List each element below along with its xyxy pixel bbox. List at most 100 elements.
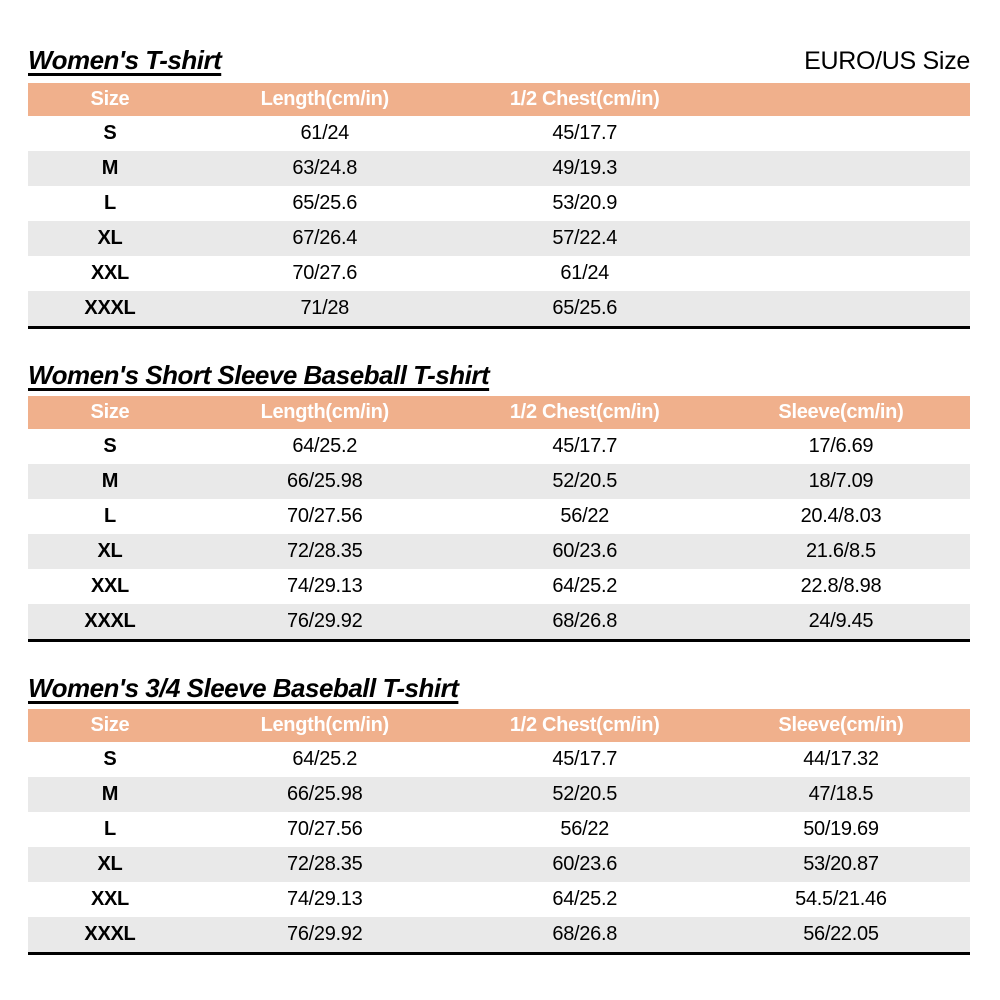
size-cell: XL [97,540,123,563]
length-cell: 63/24.8 [292,157,358,180]
sleeve-cell: 44/17.32 [803,748,879,771]
table-row: XL 72/28.35 60/23.6 21.6/8.5 [28,534,970,570]
chest-cell: 64/25.2 [552,575,618,598]
column-header-chest: 1/2 Chest(cm/in) [457,709,712,743]
column-header-length: Length(cm/in) [191,709,458,743]
table-row: XXXL 76/29.92 68/26.8 24/9.45 [28,604,970,641]
empty-cell [712,116,970,151]
chest-cell: 64/25.2 [552,888,618,911]
table-row: M 63/24.8 49/19.3 [28,151,970,187]
column-header-empty [711,83,970,117]
table-row: S 64/25.2 45/17.7 44/17.32 [28,742,970,777]
size-cell: XXL [90,888,129,911]
sleeve-cell: 50/19.69 [803,818,879,841]
size-cell: L [103,192,116,215]
length-cell: 61/24 [300,122,349,145]
sleeve-cell: 18/7.09 [808,470,874,493]
length-cell: 72/28.35 [287,853,363,876]
sleeve-cell: 56/22.05 [803,923,879,946]
section-womens-tshirt: Women's T-shirt EURO/US Size Size Length… [28,45,970,330]
sleeve-cell: 54.5/21.46 [795,888,887,911]
section-header: Women's T-shirt EURO/US Size [28,45,970,75]
size-cell: M [101,783,119,806]
length-cell: 74/29.13 [287,575,363,598]
size-cell: XL [97,227,123,250]
column-header-size: Size [28,709,192,743]
chest-cell: 65/25.6 [552,297,618,320]
chest-cell: 60/23.6 [552,540,618,563]
header-row: Size Length(cm/in) 1/2 Chest(cm/in) [28,83,970,117]
chest-cell: 45/17.7 [552,435,618,458]
table-row: L 70/27.56 56/22 20.4/8.03 [28,499,970,534]
size-cell: L [103,505,116,528]
size-cell: XXXL [84,923,136,946]
table-row: XXL 74/29.13 64/25.2 22.8/8.98 [28,569,970,604]
header-row: Size Length(cm/in) 1/2 Chest(cm/in) Slee… [28,709,970,743]
empty-cell [712,291,970,328]
length-cell: 76/29.92 [287,923,363,946]
length-cell: 71/28 [300,297,349,320]
length-cell: 66/25.98 [287,470,363,493]
section-title: Women's Short Sleeve Baseball T-shirt [28,360,490,391]
column-header-size: Size [28,396,192,430]
chest-cell: 45/17.7 [552,122,618,145]
section-title: Women's 3/4 Sleeve Baseball T-shirt [28,673,459,704]
column-header-size: Size [28,83,192,117]
section-womens-short-sleeve-baseball-tshirt: Women's Short Sleeve Baseball T-shirt Si… [28,360,970,643]
size-table-short-sleeve: Size Length(cm/in) 1/2 Chest(cm/in) Slee… [28,396,970,643]
table-row: XXXL 71/28 65/25.6 [28,291,970,328]
chest-cell: 52/20.5 [552,470,618,493]
size-cell: XXXL [84,297,136,320]
chest-cell: 52/20.5 [552,783,618,806]
size-cell: XL [97,853,123,876]
size-cell: XXL [90,575,129,598]
column-header-length: Length(cm/in) [191,83,458,117]
table-row: XL 72/28.35 60/23.6 53/20.87 [28,847,970,883]
chest-cell: 49/19.3 [552,157,618,180]
size-standard-label: EURO/US Size [804,46,970,75]
length-cell: 64/25.2 [292,748,358,771]
table-row: S 64/25.2 45/17.7 17/6.69 [28,429,970,464]
length-cell: 70/27.6 [292,262,358,285]
chest-cell: 56/22 [560,505,609,528]
sleeve-cell: 20.4/8.03 [800,505,882,528]
empty-cell [712,221,970,256]
section-header: Women's 3/4 Sleeve Baseball T-shirt [28,674,970,703]
column-header-length: Length(cm/in) [191,396,458,430]
chest-cell: 60/23.6 [552,853,618,876]
length-cell: 74/29.13 [287,888,363,911]
column-header-chest: 1/2 Chest(cm/in) [457,83,712,117]
size-cell: M [101,157,119,180]
sleeve-cell: 21.6/8.5 [805,540,876,563]
size-cell: S [103,748,117,771]
header-row: Size Length(cm/in) 1/2 Chest(cm/in) Slee… [28,396,970,430]
size-cell: L [103,818,116,841]
table-row: L 70/27.56 56/22 50/19.69 [28,812,970,847]
chest-cell: 61/24 [560,262,609,285]
length-cell: 70/27.56 [287,818,363,841]
length-cell: 76/29.92 [287,610,363,633]
sleeve-cell: 53/20.87 [803,853,879,876]
empty-cell [712,151,970,186]
chest-cell: 68/26.8 [552,610,618,633]
column-header-sleeve: Sleeve(cm/in) [711,709,970,743]
table-row: XXL 70/27.6 61/24 [28,256,970,291]
table-row: L 65/25.6 53/20.9 [28,186,970,221]
chest-cell: 53/20.9 [552,192,618,215]
column-header-sleeve: Sleeve(cm/in) [711,396,970,430]
table-row: S 61/24 45/17.7 [28,116,970,151]
length-cell: 72/28.35 [287,540,363,563]
length-cell: 64/25.2 [292,435,358,458]
table-row: M 66/25.98 52/20.5 47/18.5 [28,777,970,813]
empty-cell [712,186,970,221]
length-cell: 70/27.56 [287,505,363,528]
table-row: XL 67/26.4 57/22.4 [28,221,970,257]
table-row: XXL 74/29.13 64/25.2 54.5/21.46 [28,882,970,917]
size-cell: M [101,470,119,493]
length-cell: 67/26.4 [292,227,358,250]
sleeve-cell: 17/6.69 [808,435,874,458]
size-table-three-quarter-sleeve: Size Length(cm/in) 1/2 Chest(cm/in) Slee… [28,709,970,956]
section-womens-three-quarter-sleeve-baseball-tshirt: Women's 3/4 Sleeve Baseball T-shirt Size… [28,674,970,956]
section-header: Women's Short Sleeve Baseball T-shirt [28,360,970,391]
